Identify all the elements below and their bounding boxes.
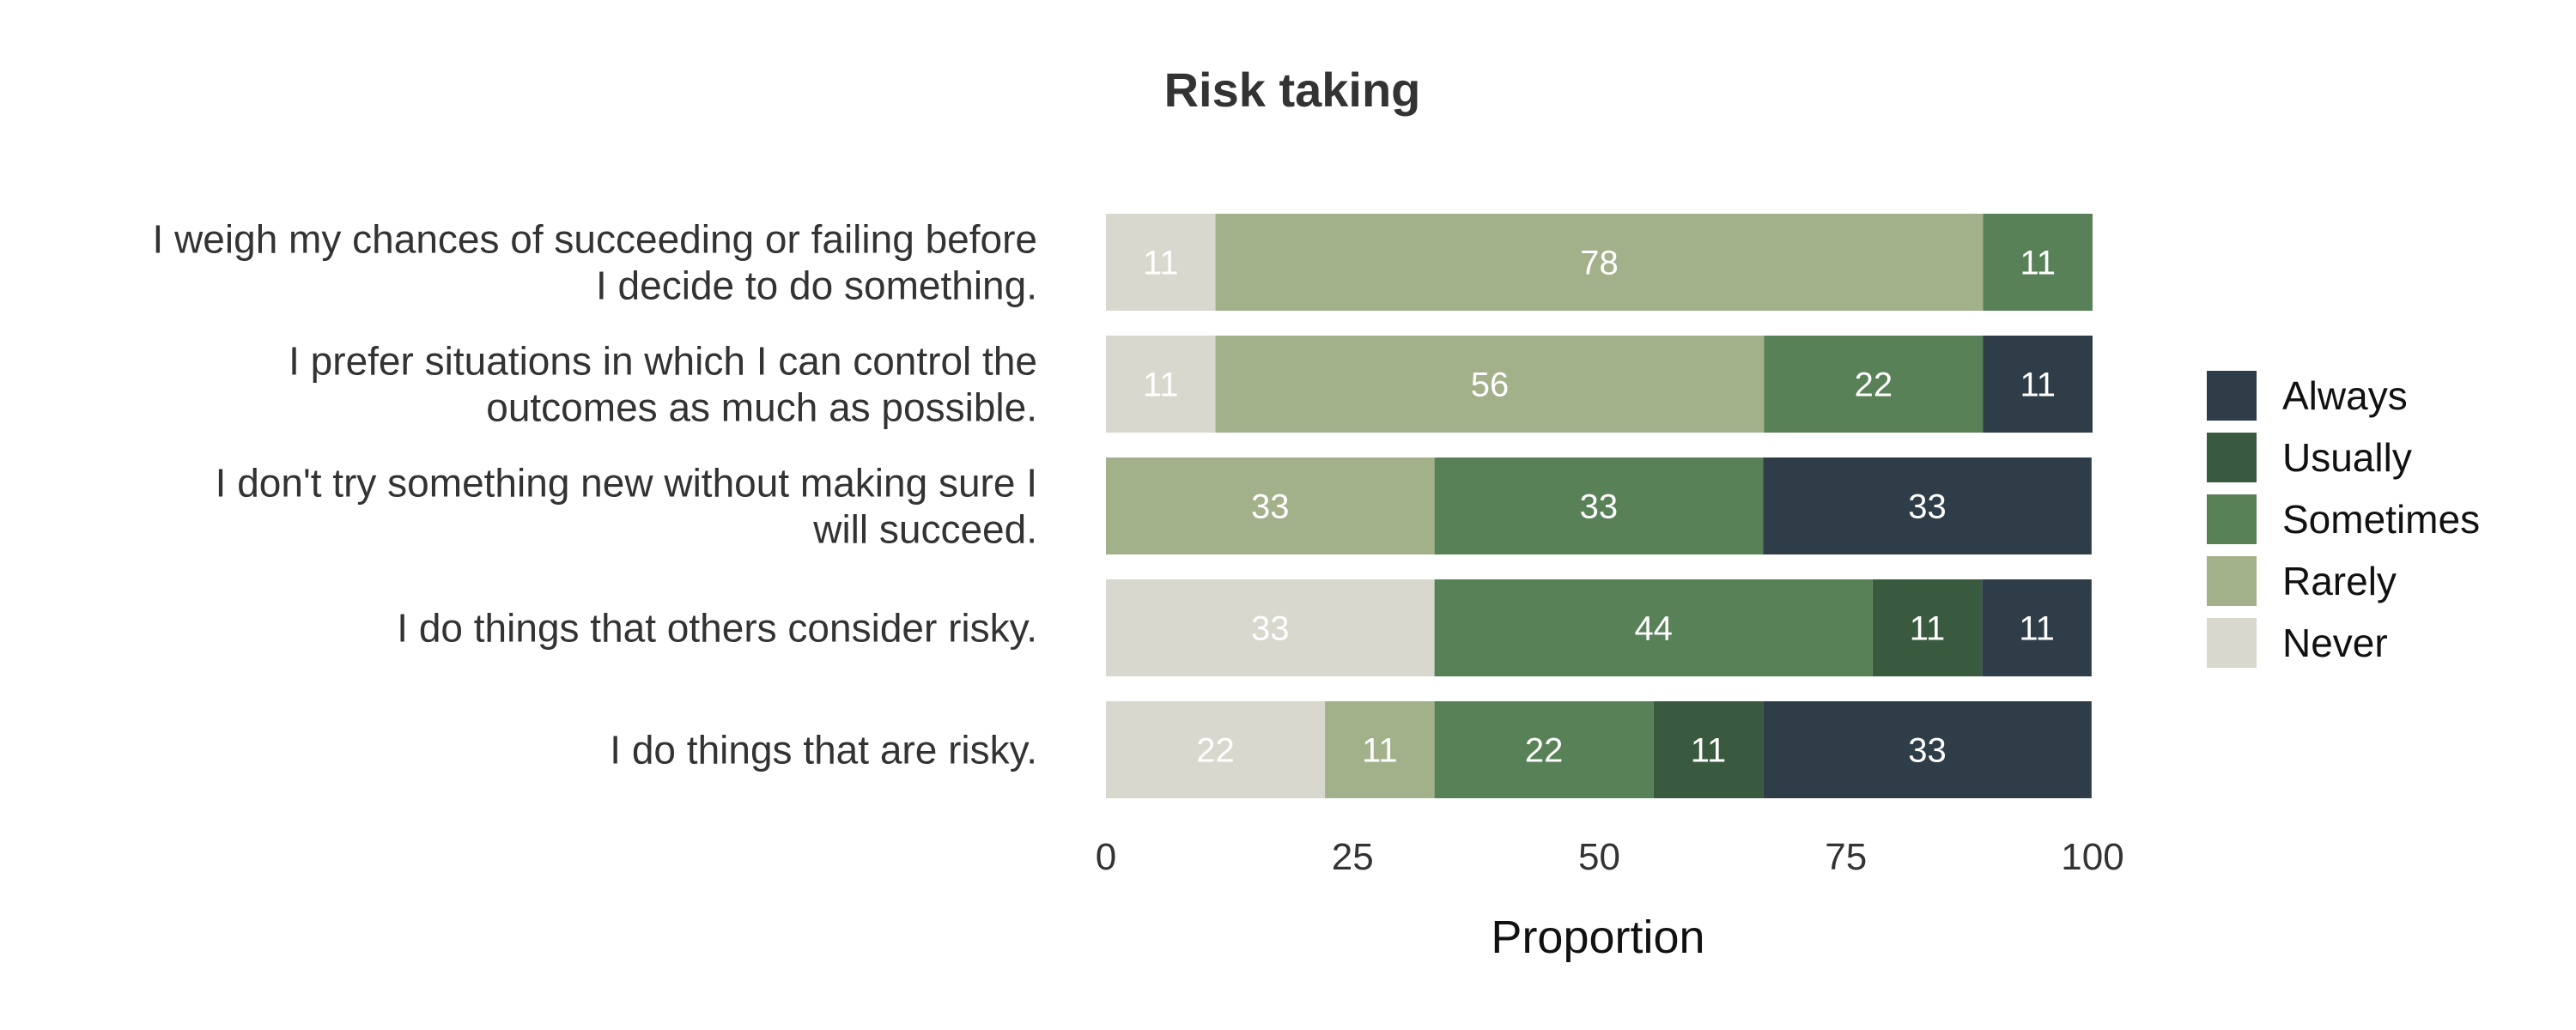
legend-swatch [2207, 494, 2257, 544]
x-axis-title: Proportion [1491, 912, 1704, 963]
legend-label: Usually [2282, 435, 2412, 480]
legend-label: Rarely [2282, 559, 2397, 603]
bar-row: 33 33 33 [1106, 457, 2092, 554]
data-label: 11 [2020, 245, 2056, 282]
bar-segment-sometimes [1434, 579, 1873, 676]
data-label: 11 [2019, 610, 2055, 648]
data-label: 44 [1634, 610, 1673, 648]
legend-label: Never [2282, 621, 2388, 665]
legend-entry: Rarely [2207, 556, 2397, 606]
bar-segment-usually [1653, 701, 1764, 798]
data-label: 56 [1471, 367, 1510, 404]
data-label: 33 [1251, 610, 1290, 648]
legend-label: Sometimes [2282, 497, 2480, 542]
data-label: 22 [1196, 732, 1235, 770]
bar-segment-always [1982, 579, 2092, 676]
bar-segment-usually [1872, 579, 1983, 676]
x-tick-label: 0 [1096, 836, 1116, 878]
data-label: 11 [1691, 732, 1727, 770]
bar-row: 11 56 22 11 [1106, 336, 2093, 433]
bar-row: 33 44 11 11 [1106, 579, 2092, 676]
legend-swatch [2207, 371, 2257, 421]
category-label: I don't try something new without making… [216, 461, 1037, 552]
bars-layer: 11 78 11 11 56 22 11 33 33 33 33 44 11 11 22 11 22 11 33 [1106, 214, 2093, 798]
data-label: 33 [1580, 488, 1619, 526]
data-label: 33 [1908, 732, 1947, 770]
legend-entry: Sometimes [2207, 494, 2480, 544]
data-label: 11 [1143, 245, 1179, 282]
x-tick-label: 25 [1332, 836, 1374, 878]
bar-segment-sometimes [1764, 336, 1984, 433]
data-label: 11 [1143, 367, 1179, 404]
bar-segment-sometimes [1983, 214, 2093, 311]
legend-swatch [2207, 618, 2257, 668]
bar-segment-never [1106, 701, 1326, 798]
category-label: I do things that others consider risky. [397, 606, 1037, 651]
category-labels: I weigh my chances of succeeding or fail… [153, 217, 1037, 772]
legend-swatch [2207, 556, 2257, 606]
data-label: 78 [1580, 245, 1619, 282]
x-tick-label: 75 [1825, 836, 1867, 878]
category-label: I prefer situations in which I can contr… [289, 339, 1037, 430]
bar-segment-never [1106, 579, 1435, 676]
legend: Always Usually Sometimes Rarely Never [2207, 371, 2480, 668]
bar-segment-always [1983, 336, 2093, 433]
x-tick-label: 50 [1578, 836, 1620, 878]
legend-entry: Usually [2207, 433, 2412, 482]
bar-segment-rarely [1215, 214, 1984, 311]
data-label: 33 [1251, 488, 1290, 526]
bar-segment-always [1763, 457, 2092, 554]
data-label: 22 [1525, 732, 1564, 770]
bar-segment-sometimes [1434, 701, 1654, 798]
chart-title: Risk taking [1164, 63, 1421, 117]
bar-segment-rarely [1106, 457, 1435, 554]
bar-segment-sometimes [1434, 457, 1764, 554]
legend-label: Always [2282, 373, 2408, 418]
data-label: 22 [1855, 367, 1893, 404]
bar-segment-always [1763, 701, 2092, 798]
category-label: I weigh my chances of succeeding or fail… [153, 217, 1037, 308]
legend-entry: Never [2207, 618, 2388, 668]
legend-swatch [2207, 433, 2257, 482]
x-tick-label: 100 [2061, 836, 2123, 878]
bar-segment-rarely [1325, 701, 1435, 798]
data-label: 33 [1908, 488, 1947, 526]
x-axis: 0 25 50 75 100 [1096, 836, 2124, 878]
bar-row: 11 78 11 [1106, 214, 2093, 311]
bar-segment-never [1106, 336, 1216, 433]
bar-segment-rarely [1215, 336, 1765, 433]
data-label: 11 [1362, 732, 1398, 770]
data-label: 11 [2020, 367, 2056, 404]
category-label: I do things that are risky. [610, 728, 1037, 772]
legend-entry: Always [2207, 371, 2408, 421]
bar-segment-never [1106, 214, 1216, 311]
data-label: 11 [1910, 610, 1946, 648]
bar-row: 22 11 22 11 33 [1106, 701, 2092, 798]
